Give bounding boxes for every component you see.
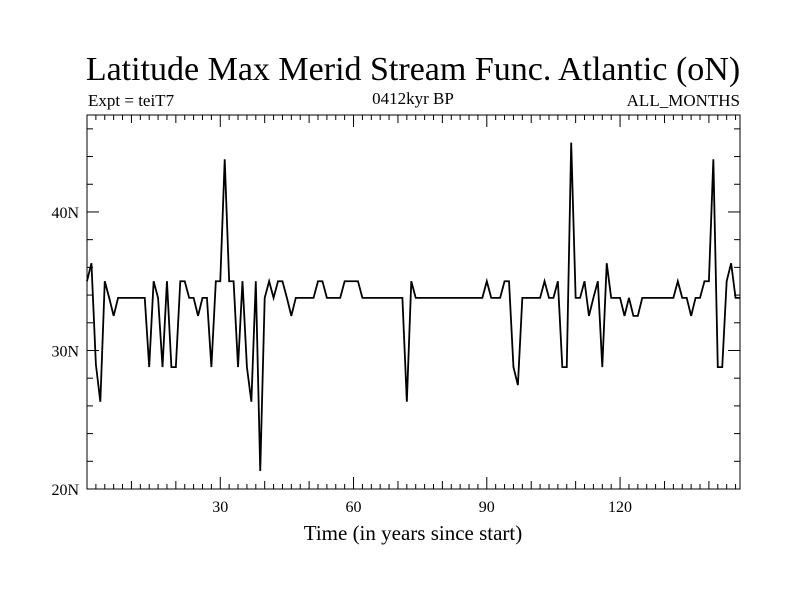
chart-title: Latitude Max Merid Stream Func. Atlantic… — [86, 51, 740, 88]
series-line — [86, 142, 740, 472]
axis-ticks — [87, 115, 740, 489]
plot-frame — [86, 114, 741, 490]
x-tick-label: 60 — [346, 499, 362, 516]
x-tick-label: 120 — [608, 499, 632, 516]
experiment-label: Expt = teiT7 — [88, 91, 175, 110]
x-tick-label: 30 — [212, 499, 228, 516]
period-label: 0412kyr BP — [372, 89, 454, 108]
axis-tick-labels: 30 60 90 120 20N 30N 40N — [51, 205, 632, 516]
series-group — [86, 142, 740, 472]
y-tick-label: 40N — [51, 205, 79, 222]
y-tick-label: 30N — [51, 343, 79, 360]
y-tick-label: 20N — [51, 482, 79, 499]
x-tick-label: 90 — [479, 499, 495, 516]
x-axis-label: Time (in years since start) — [304, 521, 523, 545]
months-label: ALL_MONTHS — [627, 91, 740, 110]
